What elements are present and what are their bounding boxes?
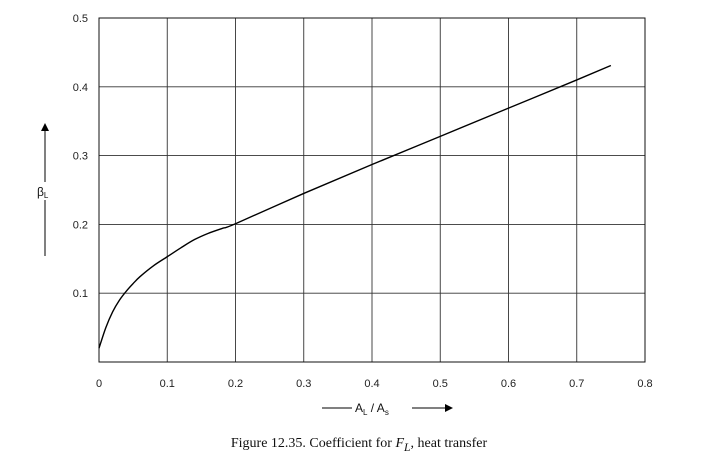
x-tick-label: 0.8 — [637, 378, 652, 390]
y-tick-label: 0.2 — [73, 219, 88, 231]
x-tick-labels: 0 0.1 0.2 0.3 0.4 0.5 0.6 0.7 0.8 — [96, 378, 653, 390]
series-line — [98, 64, 612, 349]
caption-suffix: , heat transfer — [410, 436, 488, 451]
x-tick-label: 0 — [96, 378, 102, 390]
y-axis-label: βL — [36, 123, 58, 256]
x-tick-label: 0.3 — [296, 378, 311, 390]
y-tick-label: 0.3 — [73, 151, 88, 163]
x-tick-label: 0.4 — [364, 378, 379, 390]
x-axis-label: AL / As — [322, 401, 453, 417]
y-tick-label: 0.1 — [73, 288, 88, 300]
plot-frame — [98, 17, 646, 363]
caption-symbol: F — [395, 436, 405, 451]
y-tick-label: 0.5 — [73, 13, 88, 25]
x-tick-label: 0.2 — [228, 378, 243, 390]
grid-lines — [99, 18, 645, 362]
caption-symbol-sub: L — [404, 440, 411, 454]
x-tick-label: 0.5 — [433, 378, 448, 390]
y-tick-labels: 0.1 0.2 0.3 0.4 0.5 — [73, 13, 88, 300]
caption-prefix: Figure 12.35. Coefficient for — [230, 436, 396, 451]
y-tick-label: 0.4 — [73, 82, 88, 94]
y-axis-label-backdrop — [36, 182, 58, 200]
x-tick-label: 0.7 — [569, 378, 584, 390]
x-tick-label: 0.1 — [160, 378, 175, 390]
y-axis-label-text: βL — [37, 185, 49, 200]
x-axis-label-text: AL / As — [355, 401, 389, 417]
figure-caption: Figure 12.35. Coefficient for FL, heat t… — [0, 436, 718, 454]
x-tick-label: 0.6 — [501, 378, 516, 390]
